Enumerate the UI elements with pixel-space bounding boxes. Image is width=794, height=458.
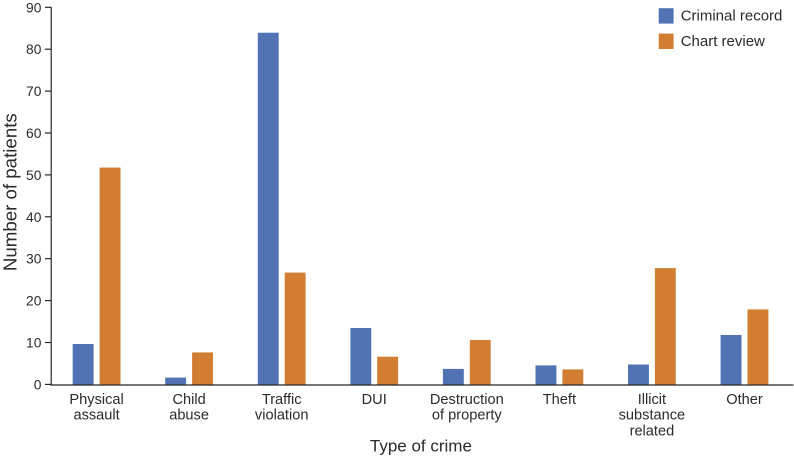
svg-text:70: 70 (26, 84, 42, 99)
svg-text:10: 10 (26, 336, 42, 351)
svg-text:60: 60 (26, 126, 42, 141)
svg-text:assault: assault (73, 408, 119, 424)
svg-text:80: 80 (26, 42, 42, 57)
svg-text:DUI: DUI (362, 392, 387, 408)
svg-text:50: 50 (26, 168, 42, 183)
svg-text:Chart review: Chart review (681, 33, 765, 50)
svg-text:of property: of property (432, 408, 502, 424)
svg-text:90: 90 (26, 0, 42, 15)
svg-text:20: 20 (26, 294, 42, 309)
svg-text:Physical: Physical (69, 392, 123, 408)
svg-text:Number of patients: Number of patients (0, 113, 20, 271)
svg-text:30: 30 (26, 252, 42, 267)
svg-text:Illicit: Illicit (638, 392, 666, 408)
svg-text:substance: substance (619, 408, 686, 424)
svg-text:Other: Other (726, 392, 763, 408)
svg-text:Type of crime: Type of crime (370, 436, 472, 455)
svg-text:related: related (630, 423, 675, 439)
svg-text:Destruction: Destruction (430, 392, 504, 408)
svg-text:0: 0 (34, 377, 42, 392)
svg-text:Criminal record: Criminal record (681, 8, 783, 25)
svg-text:40: 40 (26, 210, 42, 225)
svg-text:Traffic: Traffic (262, 392, 302, 408)
svg-text:abuse: abuse (169, 408, 209, 424)
svg-text:Child: Child (172, 392, 205, 408)
svg-text:violation: violation (255, 408, 309, 424)
svg-text:Theft: Theft (543, 392, 576, 408)
